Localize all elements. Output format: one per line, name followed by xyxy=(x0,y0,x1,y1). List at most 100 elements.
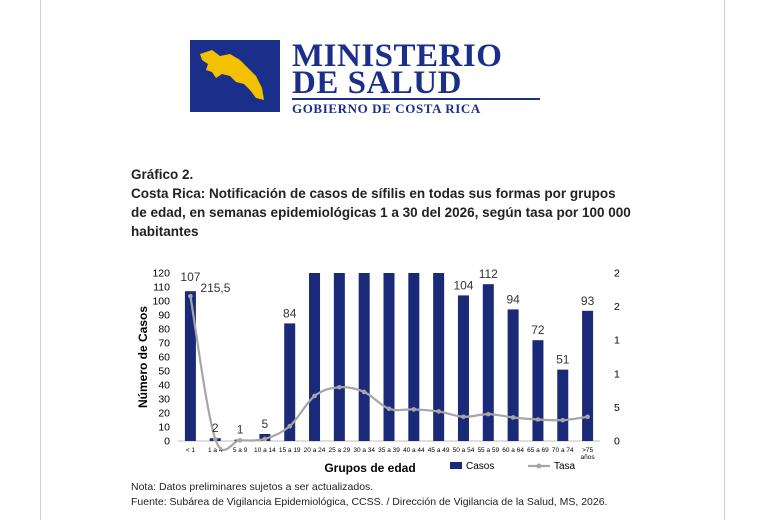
x-axis-label: Grupos de edad xyxy=(324,461,415,475)
x-tick-label: 45 a 49 xyxy=(428,447,450,454)
bar-data-label: 104 xyxy=(453,278,473,292)
point-tasa xyxy=(585,414,590,420)
y2-tick-label: 0 xyxy=(614,436,620,448)
bar-data-label: 112 xyxy=(479,267,498,281)
bar-casos xyxy=(482,284,494,441)
point-tasa xyxy=(312,393,317,399)
bar-data-label: 2 xyxy=(212,421,219,435)
legend-label-casos: Casos xyxy=(466,461,494,472)
chart-title-line2: de edad, en semanas epidemiológicas 1 a … xyxy=(131,205,631,220)
point-tasa xyxy=(287,423,293,429)
x-tick-label: 25 a 29 xyxy=(329,447,351,454)
frame-left-line xyxy=(40,0,41,520)
point-tasa xyxy=(461,414,466,420)
bar-series-casos xyxy=(184,273,594,441)
point-tasa xyxy=(262,436,268,442)
y-axis-label: Número de Casos xyxy=(136,306,150,408)
y-tick-label: 90 xyxy=(158,310,170,322)
x-tick-label: 40 a 44 xyxy=(403,447,425,454)
bar-data-label: 72 xyxy=(531,323,545,337)
bar-casos xyxy=(309,273,321,441)
point-tasa xyxy=(535,417,541,422)
source-text: Fuente: Subárea de Vigilancia Epidemioló… xyxy=(131,496,608,508)
x-tick-label: 15 a 19 xyxy=(279,447,301,454)
chart-legend: Casos Tasa xyxy=(450,461,576,472)
x-tick-label: 5 a 9 xyxy=(233,447,248,454)
legend-swatch-casos xyxy=(450,462,462,469)
x-tick-label: años xyxy=(581,454,596,461)
bar-casos xyxy=(184,291,196,441)
point-tasa xyxy=(386,406,392,412)
costa-rica-map-icon xyxy=(200,50,264,100)
logo-rule xyxy=(292,98,540,100)
point-tasa xyxy=(188,293,193,299)
ministry-logo: MINISTERIO DE SALUD GOBIERNO DE COSTA RI… xyxy=(190,38,540,116)
bar-data-label: 1 xyxy=(237,423,244,437)
chart-title-line3: habitantes xyxy=(131,224,199,239)
bar-data-label: 107 xyxy=(180,270,200,284)
bar-data-label: 93 xyxy=(581,294,595,308)
x-tick-label: 20 a 24 xyxy=(304,447,326,454)
legend-label-tasa: Tasa xyxy=(554,461,576,472)
x-tick-label: < 1 xyxy=(186,447,196,454)
bar-casos xyxy=(457,295,469,441)
logo-emblem xyxy=(190,40,280,112)
x-tick-label: 70 a 74 xyxy=(552,447,574,454)
x-tick-label: 35 a 39 xyxy=(378,447,400,454)
bar-casos xyxy=(582,310,594,441)
y-tick-label: 30 xyxy=(158,394,170,406)
bar-casos xyxy=(408,273,420,441)
legend-marker-tasa xyxy=(536,463,542,469)
y-tick-label: 0 xyxy=(164,436,170,448)
y2-tick-label: 250 xyxy=(614,268,620,280)
x-tick-label: 55 a 59 xyxy=(477,447,499,454)
chart-title-line1: Costa Rica: Notificación de casos de síf… xyxy=(131,186,616,201)
logo-title-line2: DE SALUD xyxy=(292,65,462,101)
y-tick-label: 50 xyxy=(158,366,170,378)
cases-by-age-chart: 0 10 20 30 40 50 60 70 80 90 100 110 120 0 50 100 150 200… xyxy=(136,267,620,476)
bar-casos xyxy=(333,273,345,441)
point-tasa xyxy=(337,384,342,390)
line-series-tasa xyxy=(188,293,590,452)
bar-casos xyxy=(507,309,519,441)
frame-right-line xyxy=(724,0,725,520)
x-tick-label: 10 a 14 xyxy=(254,447,276,454)
bar-casos xyxy=(358,273,370,441)
x-tick-label: 65 a 69 xyxy=(527,447,549,454)
y2-tick-label: 100 xyxy=(614,368,620,380)
logo-title-line1: MINISTERIO xyxy=(292,38,503,74)
y-tick-label: 80 xyxy=(158,324,170,336)
point-tasa xyxy=(361,389,367,395)
bar-data-label: 51 xyxy=(556,353,570,367)
y-tick-label: 60 xyxy=(158,352,170,364)
y2-tick-label: 150 xyxy=(614,335,620,347)
chart-axes: 0 10 20 30 40 50 60 70 80 90 100 110 120 0 50 100 150 200… xyxy=(136,268,620,476)
bar-data-label: 84 xyxy=(283,306,297,320)
x-tick-label: >75 xyxy=(582,447,593,454)
x-tick-label: 60 a 64 xyxy=(502,447,524,454)
note-text: Nota: Datos preliminares sujetos a ser a… xyxy=(131,481,374,493)
bar-casos xyxy=(433,273,445,441)
point-tasa xyxy=(237,438,243,443)
bar-data-label: 5 xyxy=(262,417,269,431)
y-tick-label: 10 xyxy=(158,422,170,434)
point-tasa xyxy=(411,407,417,412)
chart-heading: Gráfico 2. Costa Rica: Notificación de c… xyxy=(131,165,631,241)
bar-casos xyxy=(557,369,569,441)
bar-casos xyxy=(383,273,395,441)
point-tasa xyxy=(212,436,218,442)
y-tick-label: 100 xyxy=(152,296,170,308)
bar-data-label: 94 xyxy=(506,292,520,306)
line-data-label: 215,5 xyxy=(200,281,230,295)
point-tasa xyxy=(510,415,516,420)
x-tick-label: 50 a 54 xyxy=(453,447,475,454)
bar-casos xyxy=(532,340,544,441)
point-tasa xyxy=(560,417,566,423)
y-tick-label: 120 xyxy=(152,268,170,280)
bar-casos xyxy=(284,323,296,441)
line-tasa xyxy=(189,295,588,452)
point-tasa xyxy=(436,409,441,414)
y-tick-label: 20 xyxy=(158,408,170,420)
chart-notes: Nota: Datos preliminares sujetos a ser a… xyxy=(131,480,607,510)
x-tick-label: 30 a 34 xyxy=(353,447,375,454)
